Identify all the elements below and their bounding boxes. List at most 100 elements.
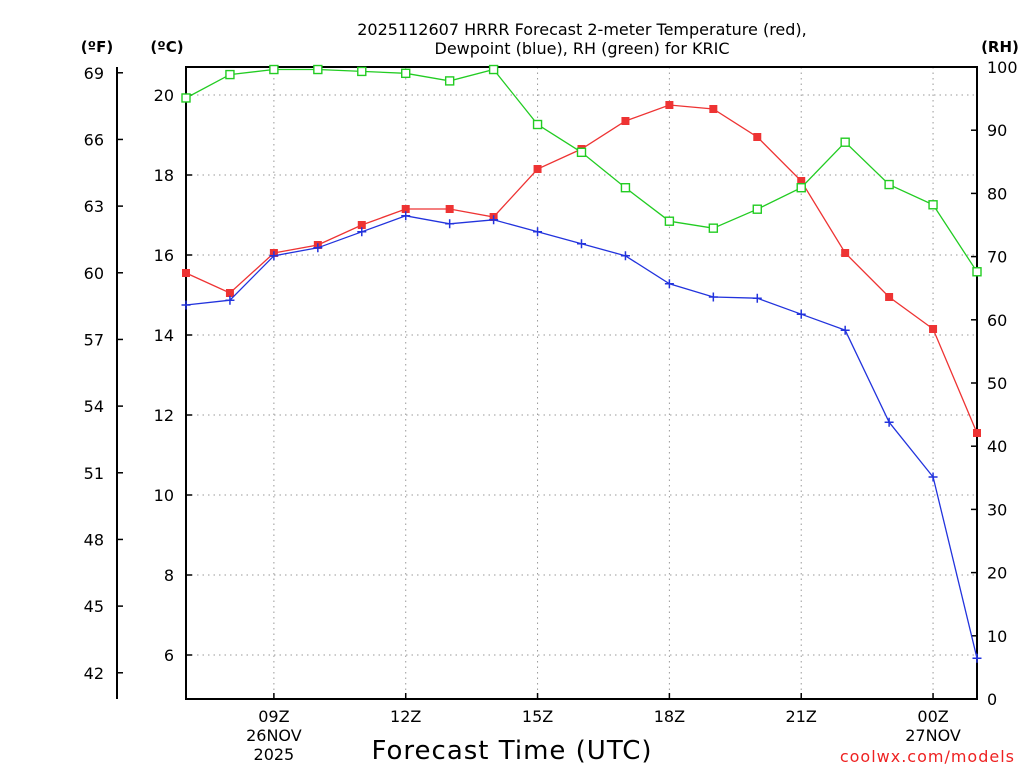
temperature-point [665,101,674,109]
rh-tick-label: 100 [987,58,1018,77]
rh-tick-label: 90 [987,121,1007,140]
fahrenheit-tick-label: 69 [84,64,104,83]
temperature-point [225,289,234,297]
dewpoint-point [445,219,455,229]
rh-point [444,76,455,86]
axes: 42 45 48 51 54 57 60 63 66 69 6 8 10 12 14 16 18 20 0 10 20 3… [84,58,1018,764]
celsius-tick-label: 12 [154,406,174,425]
rh-point [796,183,806,193]
dewpoint-point [752,293,762,303]
rh-point [488,64,499,75]
dewpoint-point [181,300,191,310]
celsius-axis-label: (ºC) [150,38,183,56]
dewpoint-point [313,243,323,253]
rh-point [664,216,675,226]
celsius-tick-label: 6 [164,646,174,665]
rh-point [708,223,719,233]
rh-tick-label: 40 [987,437,1007,456]
dewpoint-point [884,417,894,427]
temperature-point [973,429,981,437]
x-date-label: 27NOV [905,726,961,745]
x-date-label: 26NOV [246,726,302,745]
chart-title-line2: Dewpoint (blue), RH (green) for KRIC [435,39,730,58]
fahrenheit-tick-label: 48 [84,530,104,549]
rh-point [532,119,543,130]
temperature-point [797,177,806,185]
rh-point [181,93,191,103]
rh-tick-label: 0 [987,690,997,709]
plot-frame [185,66,978,700]
temperature-point [533,165,542,173]
rh-axis-label: (RH) [981,38,1019,56]
chart-title-line1: 2025112607 HRRR Forecast 2-meter Tempera… [357,20,807,39]
rh-point [269,64,279,75]
rh-tick-label: 20 [987,564,1007,583]
celsius-tick-label: 16 [154,246,174,265]
fahrenheit-axis-label: (ºF) [81,38,113,56]
x-axis-title: Forecast Time (UTC) [371,736,652,766]
rh-point [840,137,850,147]
rh-point [313,64,323,75]
data-series [181,64,982,663]
rh-tick-label: 30 [987,500,1007,519]
fahrenheit-tick-label: 51 [84,464,104,483]
dewpoint-point [708,292,718,302]
rh-point [225,69,235,80]
dewpoint-point [577,239,586,249]
temperature-point [357,221,366,229]
dewpoint-point [269,251,279,261]
celsius-tick-label: 8 [164,566,174,585]
temperature-point [621,117,630,125]
fahrenheit-tick-label: 45 [84,597,104,616]
temperature-point [753,133,762,141]
rh-tick-label: 70 [987,248,1007,267]
dewpoint-point [401,211,411,221]
x-tick-label: 09Z [258,707,289,726]
rh-point [752,204,762,214]
x-tick-label: 12Z [390,707,421,726]
rh-point [620,183,631,193]
dewpoint-point [972,653,982,663]
rh-point [401,68,411,79]
x-tick-label: 00Z [917,707,948,726]
rh-point [928,200,938,210]
celsius-tick-label: 10 [154,486,174,505]
gridlines [186,67,977,699]
x-tick-label: 21Z [786,707,817,726]
rh-tick-label: 10 [987,627,1007,646]
dewpoint-point [357,227,367,237]
dewpoint-point [664,279,674,289]
fahrenheit-tick-label: 57 [84,330,104,349]
rh-tick-label: 80 [987,184,1007,203]
fahrenheit-tick-label: 66 [84,130,104,149]
fahrenheit-tick-label: 42 [84,664,104,683]
dewpoint-point [533,227,543,237]
temperature-point [841,249,850,257]
rh-point [972,267,982,277]
x-tick-label: 15Z [522,707,553,726]
dewpoint-point [796,309,806,319]
dewpoint-point [840,325,850,335]
dewpoint-point [489,215,499,225]
temperature-point [182,269,190,277]
dewpoint-point [225,295,235,305]
rh-point [884,179,894,190]
fahrenheit-tick-label: 63 [84,197,104,216]
watermark: coolwx.com/models [840,747,1015,766]
x-date-label: 2025 [254,745,295,764]
celsius-tick-label: 18 [154,166,174,185]
temperature-point [885,293,894,301]
series-line-dewpoint [185,215,978,659]
temperature-point [929,325,938,333]
celsius-tick-label: 20 [154,86,174,105]
temperature-point [445,205,454,213]
rh-tick-label: 50 [987,374,1007,393]
dewpoint-point [620,251,630,261]
fahrenheit-tick-label: 54 [84,397,104,416]
rh-point [576,147,587,158]
dewpoint-point [928,472,938,482]
x-tick-label: 18Z [654,707,685,726]
rh-tick-label: 60 [987,311,1007,330]
fahrenheit-tick-label: 60 [84,264,104,283]
